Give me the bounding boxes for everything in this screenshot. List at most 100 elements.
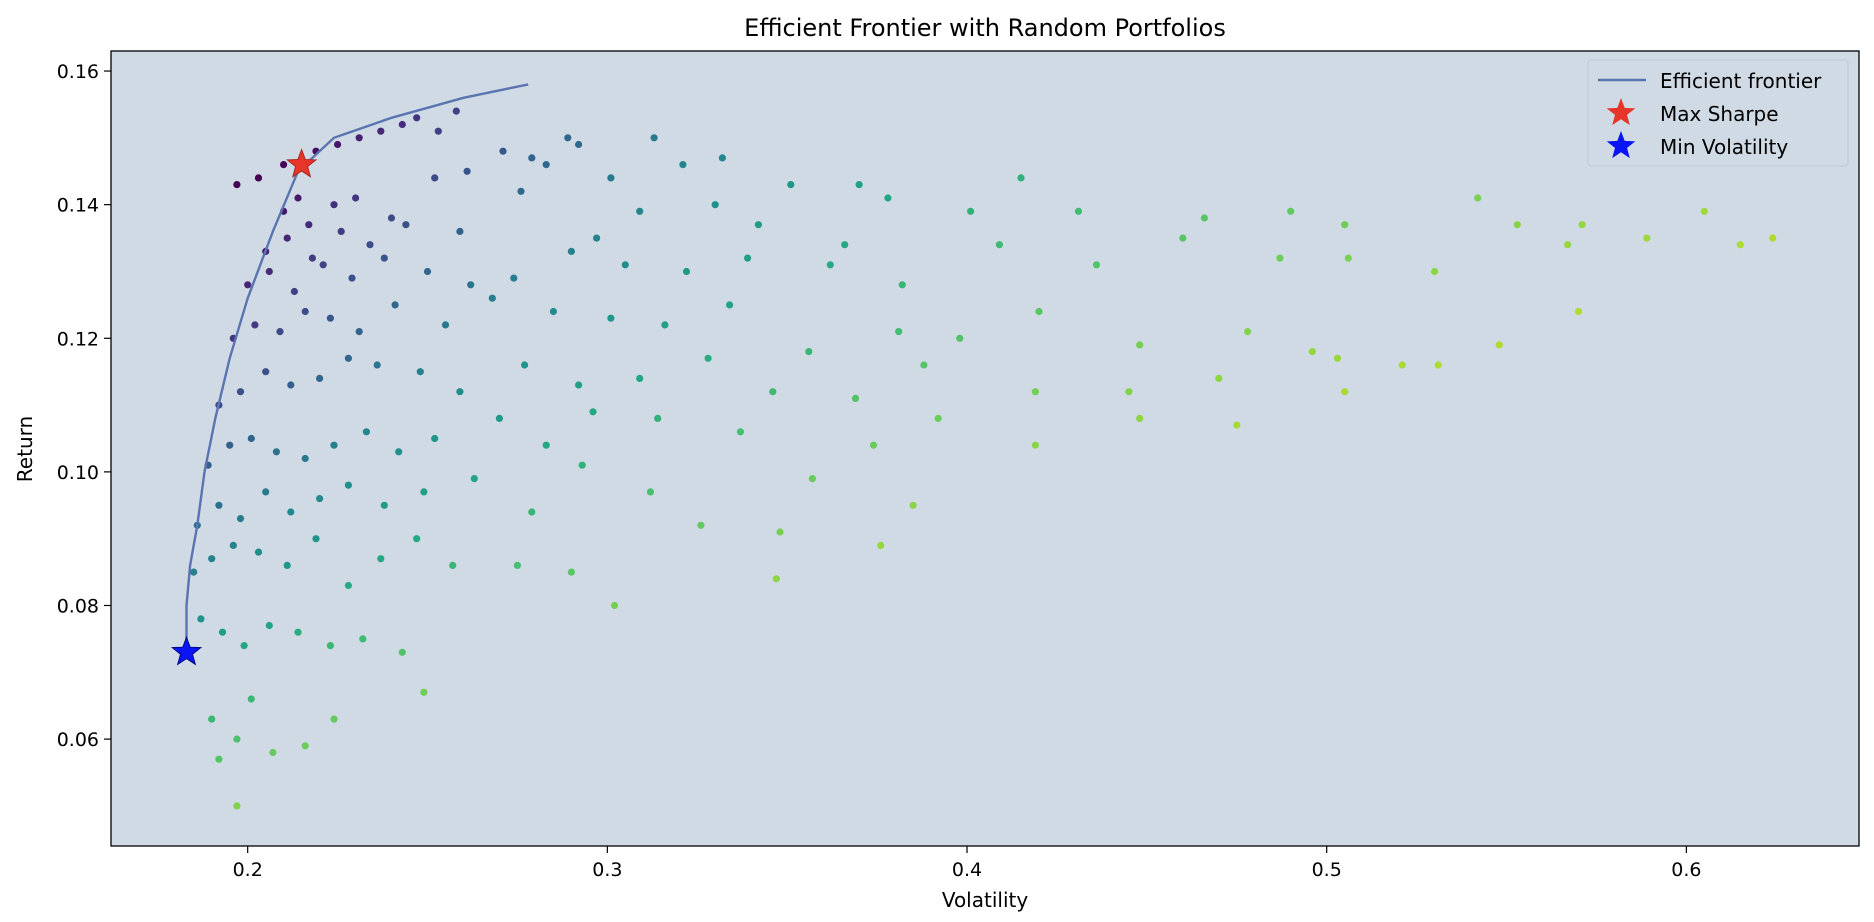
scatter-point bbox=[240, 642, 248, 650]
scatter-point bbox=[449, 561, 457, 570]
scatter-point bbox=[564, 134, 572, 142]
scatter-point bbox=[431, 174, 439, 182]
scatter-point bbox=[495, 414, 503, 422]
highlight-markers bbox=[170, 148, 318, 666]
scatter-point bbox=[359, 635, 367, 643]
scatter-point bbox=[215, 755, 223, 763]
scatter-point bbox=[744, 254, 752, 262]
scatter-point bbox=[1564, 241, 1572, 249]
scatter-point bbox=[226, 441, 234, 449]
scatter-point bbox=[488, 294, 496, 302]
scatter-point bbox=[1017, 174, 1025, 182]
scatter-point bbox=[276, 328, 284, 336]
y-tick-label: 0.08 bbox=[57, 595, 99, 617]
plot-area bbox=[110, 50, 1860, 847]
y-tick-label: 0.16 bbox=[57, 61, 99, 83]
scatter-point bbox=[578, 461, 586, 469]
scatter-point bbox=[1125, 388, 1133, 396]
scatter-point bbox=[528, 508, 536, 516]
scatter-point bbox=[851, 394, 860, 402]
scatter-point bbox=[826, 261, 834, 269]
scatter-point bbox=[1341, 221, 1349, 229]
scatter-point bbox=[456, 388, 464, 396]
scatter-point bbox=[254, 174, 263, 182]
scatter-point bbox=[772, 575, 781, 583]
scatter-point bbox=[1474, 194, 1482, 202]
scatter-point bbox=[344, 354, 352, 362]
scatter-point bbox=[247, 434, 255, 443]
scatter-point bbox=[1215, 374, 1223, 382]
scatter-point bbox=[1233, 421, 1241, 429]
scatter-point bbox=[326, 642, 334, 650]
scatter-point bbox=[528, 154, 536, 162]
axes: 0.2 0.3 0.4 0.5 0.6 0.06 0.08 0.10 0.12 0.14 0.16 bbox=[57, 61, 1702, 881]
scatter-point bbox=[589, 408, 597, 416]
scatter-point bbox=[542, 161, 550, 169]
scatter-point bbox=[308, 254, 316, 262]
scatter-point bbox=[621, 261, 629, 269]
scatter-point bbox=[1574, 307, 1583, 316]
scatter-point bbox=[1495, 341, 1503, 349]
scatter-point bbox=[718, 154, 727, 162]
scatter-point bbox=[467, 281, 475, 289]
legend-box bbox=[1587, 59, 1849, 167]
efficient-frontier bbox=[185, 83, 529, 646]
scatter-point bbox=[1344, 254, 1352, 262]
scatter-point bbox=[301, 454, 309, 463]
scatter-point bbox=[808, 475, 817, 483]
scatter-point bbox=[233, 181, 241, 189]
scatter-point bbox=[398, 648, 406, 656]
scatter-point bbox=[1736, 241, 1744, 249]
scatter-point bbox=[244, 281, 252, 289]
scatter-point bbox=[679, 161, 687, 169]
scatter-point bbox=[380, 254, 388, 262]
scatter-point bbox=[262, 488, 270, 496]
scatter-point bbox=[661, 321, 669, 329]
legend: Efficient frontier Max Sharpe Min Volati… bbox=[1587, 59, 1849, 167]
scatter-point bbox=[995, 241, 1004, 249]
scatter-point bbox=[334, 140, 342, 149]
scatter-point bbox=[391, 301, 399, 309]
scatter-point bbox=[646, 488, 655, 496]
scatter-point bbox=[1700, 207, 1708, 215]
scatter-point bbox=[607, 314, 615, 322]
legend-star-path bbox=[1606, 98, 1636, 126]
scatter-point bbox=[377, 555, 385, 563]
legend-label-max-sharpe: Max Sharpe bbox=[1660, 102, 1779, 126]
scatter-point bbox=[330, 201, 338, 209]
scatter-point bbox=[218, 628, 227, 636]
scatter-point bbox=[513, 561, 522, 570]
x-tick-label: 0.2 bbox=[233, 859, 263, 881]
scatter-point bbox=[1287, 207, 1295, 215]
scatter-point bbox=[280, 161, 288, 169]
scatter-point bbox=[1200, 214, 1208, 222]
scatter-point bbox=[654, 414, 662, 422]
scatter-point bbox=[337, 227, 345, 235]
scatter-point bbox=[190, 568, 198, 576]
y-axis-title: Return bbox=[13, 416, 37, 482]
scatter-point bbox=[909, 501, 917, 509]
scatter-point bbox=[254, 548, 263, 556]
scatter-point bbox=[441, 321, 450, 329]
scatter-point bbox=[330, 715, 338, 723]
scatter-point bbox=[1244, 328, 1252, 336]
scatter-point bbox=[521, 361, 529, 369]
x-tick-label: 0.3 bbox=[592, 859, 622, 881]
scatter-point bbox=[305, 221, 313, 229]
legend-star-max-sharpe-icon bbox=[1606, 98, 1636, 126]
scatter-point bbox=[1578, 221, 1586, 229]
legend-label-min-volatility: Min Volatility bbox=[1660, 135, 1788, 159]
scatter-point bbox=[452, 107, 460, 115]
scatter-point bbox=[316, 374, 324, 382]
scatter-point bbox=[352, 194, 360, 202]
scatter-point bbox=[934, 414, 942, 422]
scatter-point bbox=[287, 508, 295, 516]
scatter-point bbox=[1276, 254, 1284, 262]
scatter-point bbox=[869, 441, 878, 449]
scatter-point bbox=[1434, 361, 1442, 369]
scatter-point bbox=[290, 287, 298, 296]
scatter-point bbox=[575, 381, 583, 389]
scatter-point bbox=[884, 194, 892, 202]
frontier-line bbox=[185, 83, 529, 646]
